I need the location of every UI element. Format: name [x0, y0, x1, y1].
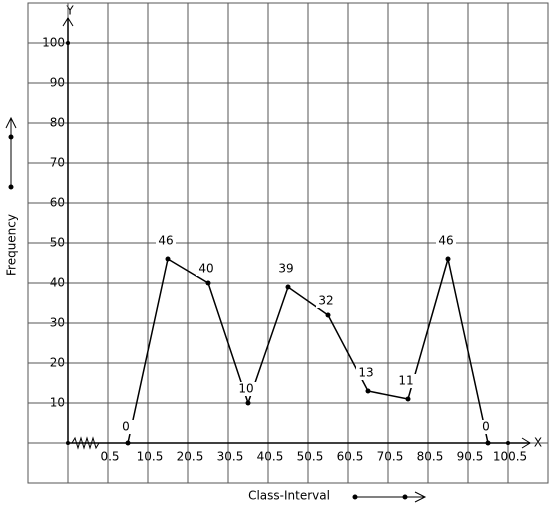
- x-tick-label: 20.5: [177, 450, 204, 464]
- x-tick-label: 80.5: [417, 450, 444, 464]
- x-tick-label: 60.5: [337, 450, 364, 464]
- data-label: 39: [278, 262, 293, 276]
- data-line: [127, 257, 489, 444]
- y-axis-label: Frequency: [5, 214, 19, 276]
- x-tick-label: 50.5: [297, 450, 324, 464]
- data-point: [285, 284, 291, 290]
- data-point: [205, 280, 211, 286]
- origin-dot: [66, 441, 70, 445]
- x-tick-label: 70.5: [377, 450, 404, 464]
- data-label: 10: [238, 382, 253, 396]
- label-bg: [396, 374, 416, 388]
- label-bg: [236, 382, 256, 396]
- x-tick-label: 40.5: [257, 450, 284, 464]
- label-bg: [116, 420, 136, 434]
- data-point: [445, 256, 451, 262]
- data-point: [485, 440, 491, 446]
- data-label: 46: [158, 234, 173, 248]
- axis-dot: [66, 41, 70, 45]
- x-tick-label: 30.5: [217, 450, 244, 464]
- data-label: 40: [198, 262, 213, 276]
- data-point: [325, 312, 331, 318]
- label-bg: [476, 420, 496, 434]
- data-label: 11: [398, 374, 413, 388]
- data-point: [365, 388, 371, 394]
- label-bg: [356, 366, 376, 380]
- data-point: [245, 400, 251, 406]
- x-tick-label: 10.5: [137, 450, 164, 464]
- label-bg: [196, 262, 216, 276]
- x-axis-arrow: [521, 437, 531, 449]
- data-label: 13: [358, 366, 373, 380]
- label-bg: [276, 262, 296, 276]
- data-label: 32: [318, 294, 333, 308]
- x-axis-label: Class-Interval: [248, 489, 330, 503]
- label-bg: [316, 294, 336, 308]
- y-axis-arrow: [62, 17, 74, 27]
- x-tick-label: 100.5: [493, 450, 527, 464]
- data-point: [405, 396, 411, 402]
- data-label: 46: [438, 234, 453, 248]
- data-label: 0: [122, 420, 130, 434]
- y-axis-name: Y: [65, 4, 74, 18]
- axis-dot: [506, 441, 510, 445]
- label-bg: [156, 234, 176, 248]
- label-bg: [436, 234, 456, 248]
- data-point: [125, 440, 131, 446]
- x-tick-label: 90.5: [457, 450, 484, 464]
- data-point: [165, 256, 171, 262]
- x-tick-label: 0.5: [100, 450, 119, 464]
- data-label: 0: [482, 420, 490, 434]
